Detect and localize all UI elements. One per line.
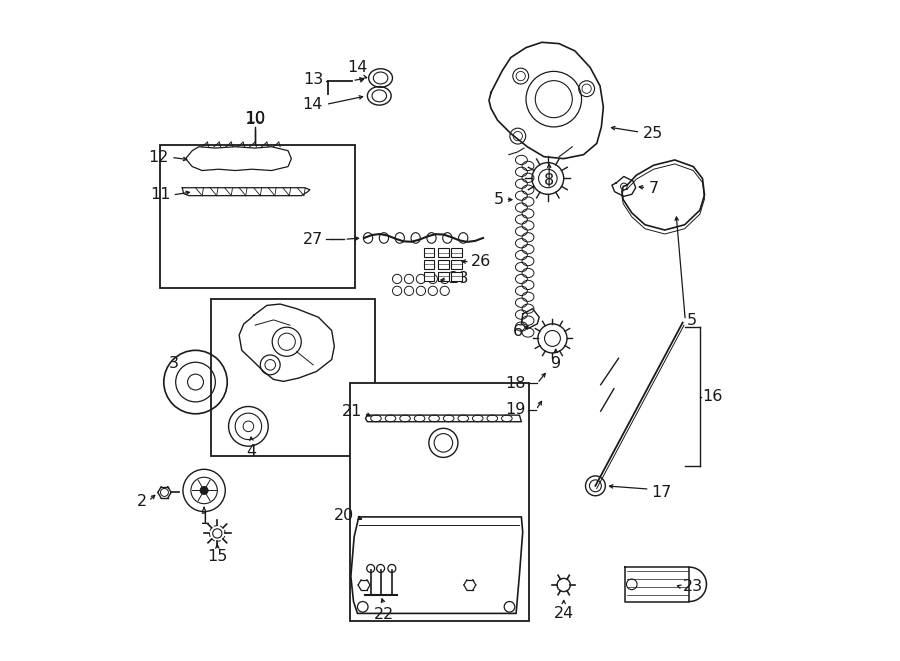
Bar: [438, 248, 449, 257]
Bar: [211, 299, 374, 456]
Bar: [424, 272, 434, 281]
Text: 28: 28: [449, 272, 469, 286]
Text: 3: 3: [169, 356, 179, 371]
Text: 12: 12: [148, 150, 169, 165]
Bar: [451, 260, 462, 269]
Text: 14: 14: [347, 60, 367, 75]
Bar: [424, 260, 434, 269]
Bar: [349, 383, 529, 621]
Bar: [451, 248, 462, 257]
Text: 24: 24: [554, 606, 574, 621]
Text: 6: 6: [513, 325, 523, 339]
Text: 17: 17: [652, 485, 672, 500]
Text: 22: 22: [374, 607, 394, 622]
Text: 9: 9: [551, 356, 561, 371]
Text: 23: 23: [683, 580, 703, 594]
Bar: [438, 272, 449, 281]
Text: 20: 20: [334, 508, 355, 523]
Text: 15: 15: [207, 549, 228, 564]
Text: 19: 19: [506, 403, 526, 417]
Text: 21: 21: [342, 404, 363, 418]
Text: 7: 7: [648, 181, 659, 196]
Text: 10: 10: [245, 110, 266, 128]
Text: 4: 4: [247, 444, 256, 459]
Text: 8: 8: [544, 173, 554, 188]
Text: 18: 18: [506, 376, 526, 391]
Bar: [424, 248, 434, 257]
Text: 26: 26: [472, 254, 491, 268]
Bar: [438, 260, 449, 269]
Text: 16: 16: [703, 389, 723, 404]
Text: 25: 25: [643, 126, 663, 141]
Bar: [160, 145, 356, 288]
Text: 14: 14: [302, 97, 323, 112]
Text: 2: 2: [137, 494, 148, 508]
Text: 27: 27: [302, 232, 323, 247]
Text: 1: 1: [199, 512, 209, 527]
Text: 10: 10: [245, 110, 266, 126]
Bar: [451, 272, 462, 281]
Text: 13: 13: [302, 72, 323, 87]
Text: 5: 5: [687, 313, 697, 328]
Circle shape: [200, 486, 208, 494]
Text: 11: 11: [150, 188, 171, 202]
Text: 5: 5: [494, 192, 504, 207]
